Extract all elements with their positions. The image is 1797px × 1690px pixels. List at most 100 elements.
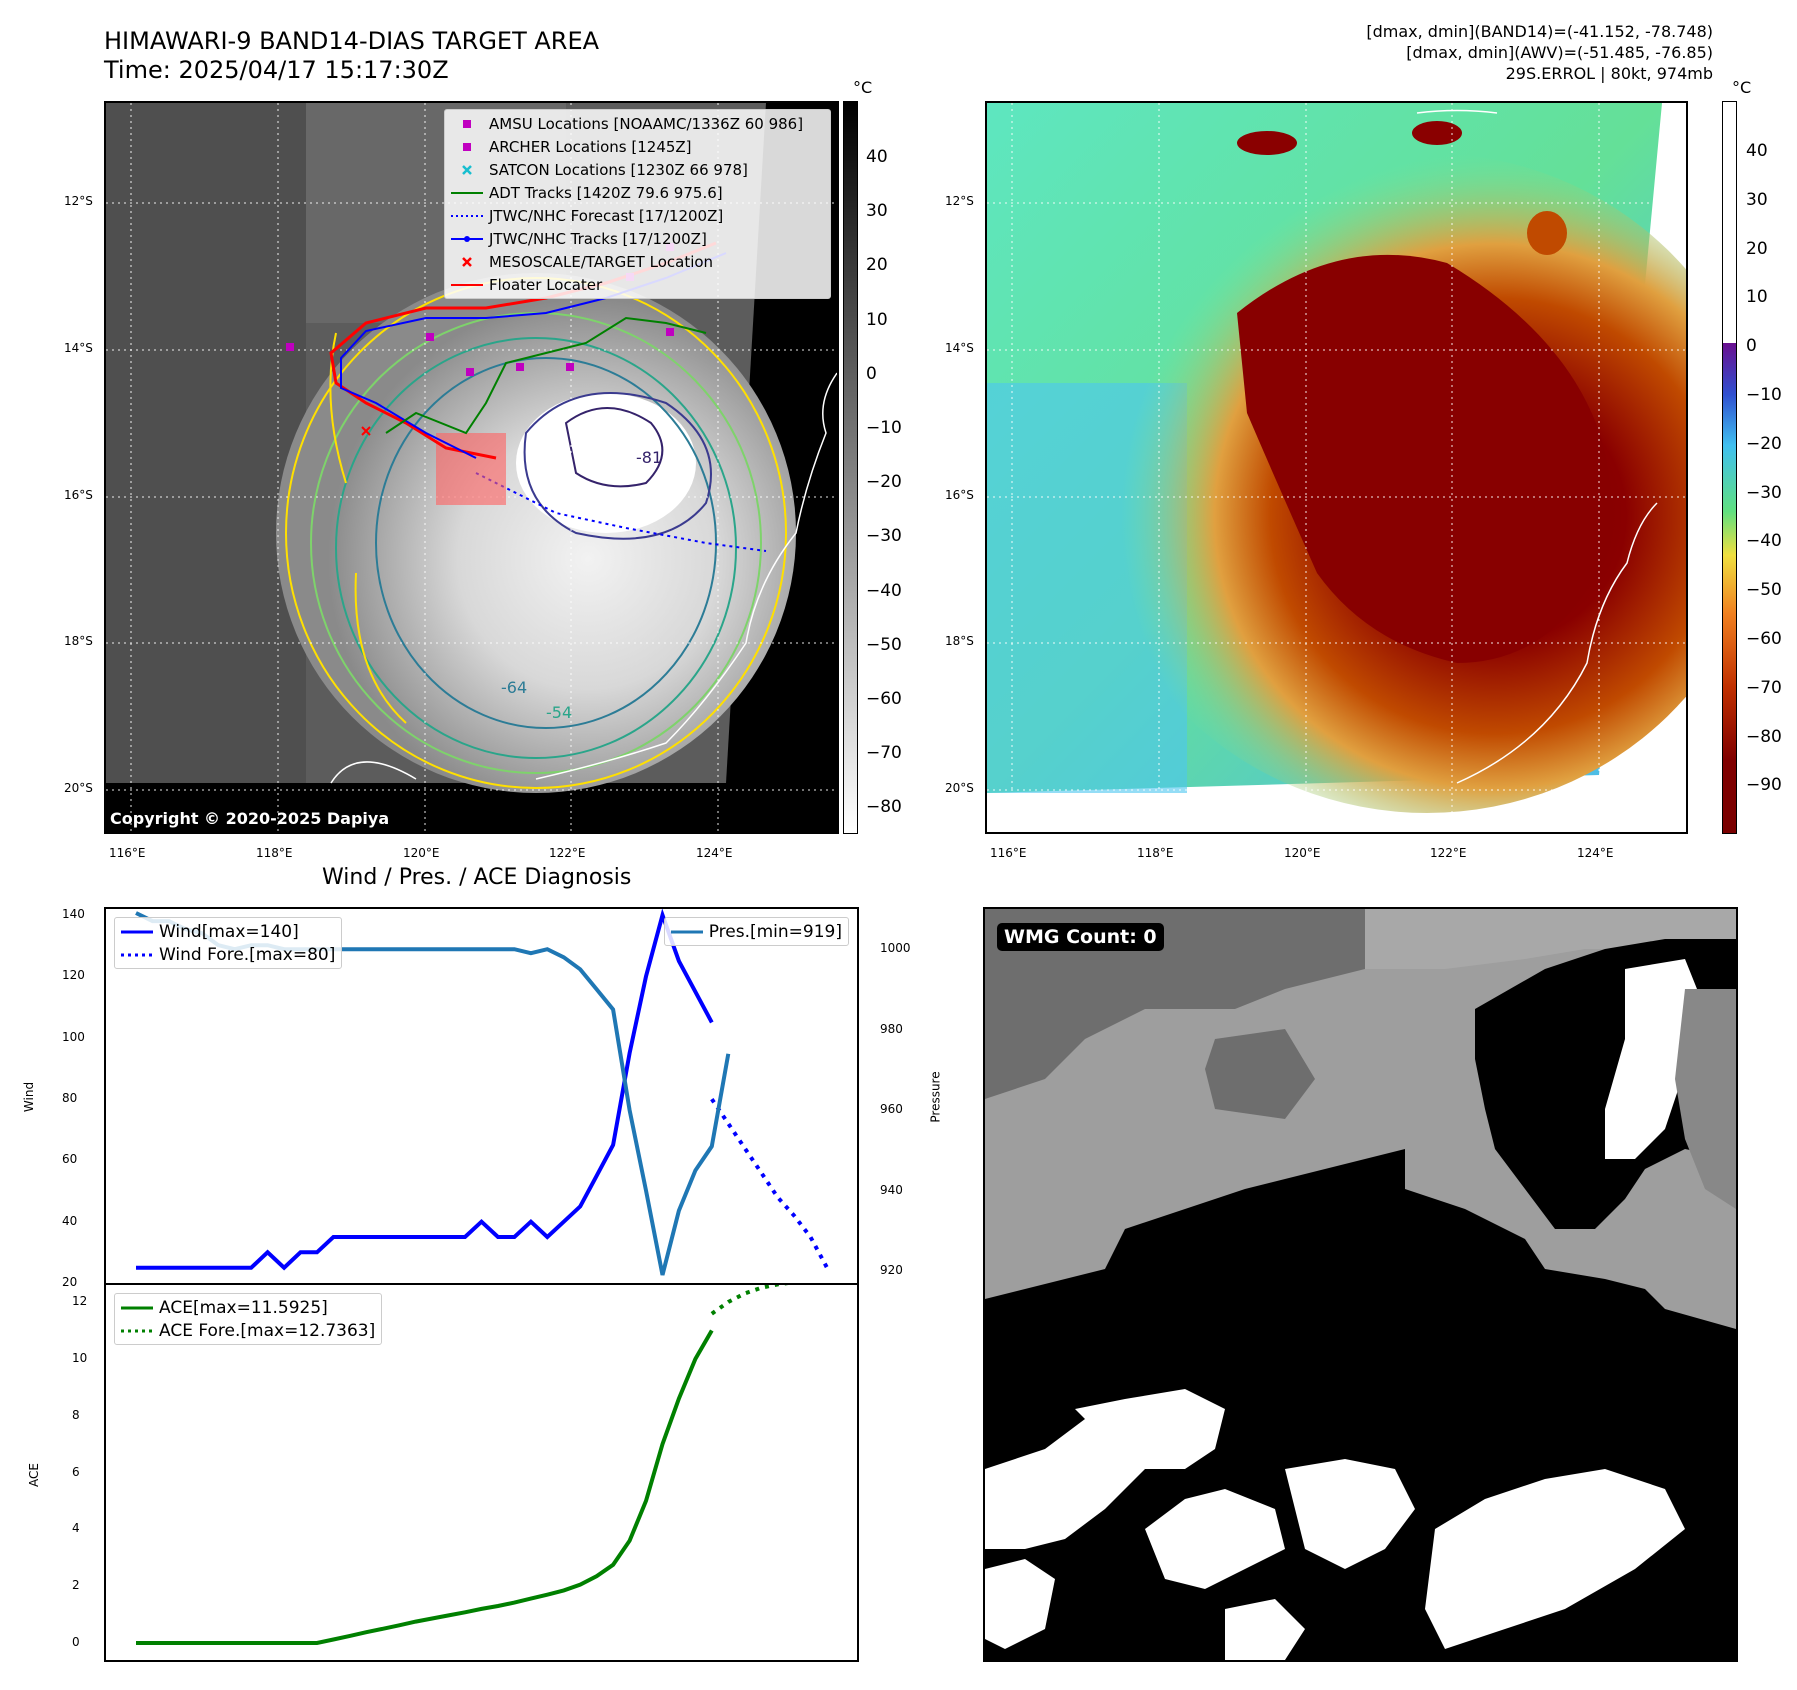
wind-y-tick: 100: [62, 1029, 85, 1044]
ace-forecast-legend-label: ACE Fore.[max=12.7363]: [159, 1320, 376, 1341]
ace-y-tick: 4: [72, 1521, 80, 1536]
colorbar_color-tick: −50: [1746, 580, 1782, 601]
map-legend-item: JTWC/NHC Forecast [17/1200Z]: [445, 204, 830, 227]
colorbar_gray-tick: −10: [866, 418, 902, 438]
colorbar_gray-tick: −70: [866, 743, 902, 764]
legend-symbol-icon: [451, 255, 483, 269]
wind-y-tick: 40: [62, 1213, 78, 1228]
wind-y-tick: 80: [62, 1091, 78, 1106]
series-line: [710, 1097, 829, 1269]
colorbar_color-tick: −70: [1746, 677, 1782, 698]
colorbar_gray-tick: −30: [866, 526, 902, 547]
map-legend-label: SATCON Locations [1230Z 66 978]: [489, 160, 748, 179]
pressure-legend-label: Pres.[min=919]: [708, 921, 842, 942]
color-colorbar-unit: °C: [1732, 78, 1752, 97]
legend-symbol-icon: [451, 140, 483, 154]
ace-y-tick: 8: [72, 1407, 80, 1422]
legend-symbol-icon: [451, 278, 483, 292]
map-legend-item: Floater Locater: [445, 273, 830, 296]
color-ir-image: [987, 103, 1686, 832]
series-line: [136, 909, 714, 1271]
map-legend-label: Floater Locater: [489, 275, 603, 294]
series-line: [710, 1285, 789, 1316]
colorbar_gray-tick: −60: [866, 689, 902, 709]
legend-symbol-icon: [451, 232, 483, 246]
gray-colorbar-unit: °C: [853, 78, 873, 97]
colorbar_gray-tick: 0: [866, 363, 877, 384]
color-map-lon-tick: 116°E: [990, 846, 1027, 860]
colorbar_gray-tick: 10: [866, 309, 888, 330]
ace-y-tick: 10: [72, 1350, 88, 1365]
wind-pres-chart: Wind[max=140] Wind Fore.[max=80] Pres.[m…: [104, 907, 859, 1285]
ace-plot: [136, 1285, 789, 1645]
map-legend-item: MESOSCALE/TARGET Location: [445, 250, 830, 273]
colorbar_color-tick: −40: [1746, 531, 1782, 552]
colorbar_color-tick: 40: [1746, 141, 1768, 161]
map-legend-item: SATCON Locations [1230Z 66 978]: [445, 158, 830, 181]
wind-y-tick: 20: [62, 1275, 78, 1289]
ir-map-lat-tick: 16°S: [64, 488, 93, 502]
contour-label-54: -54: [546, 703, 572, 722]
map-legend-item: ADT Tracks [1420Z 79.6 975.6]: [445, 181, 830, 204]
series-line: [136, 1329, 714, 1645]
ace-chart: ACE[max=11.5925] ACE Fore.[max=12.7363]: [104, 1283, 859, 1662]
map-legend-item: AMSU Locations [NOAAMC/1336Z 60 986]: [445, 112, 830, 135]
colorbar_gray-tick: 30: [866, 201, 888, 222]
contour-label-81: -81: [636, 448, 662, 467]
gray-colorbar: [843, 101, 858, 834]
map-legend-label: JTWC/NHC Forecast [17/1200Z]: [489, 206, 724, 225]
color-map-lon-tick: 118°E: [1137, 846, 1174, 860]
ir-map-lat-tick: 20°S: [64, 781, 93, 795]
header-right-line3: 29S.ERROL | 80kt, 974mb: [1505, 64, 1713, 83]
map-legend-label: ADT Tracks [1420Z 79.6 975.6]: [489, 183, 723, 202]
wind-forecast-legend-label: Wind Fore.[max=80]: [159, 944, 336, 965]
wind-legend-label: Wind[max=140]: [159, 921, 299, 942]
colorbar_color-tick: −80: [1746, 726, 1782, 747]
ace-axis-label: ACE: [26, 1463, 41, 1487]
color-map-lat-tick: 12°S: [945, 194, 974, 208]
wind-y-tick: 120: [62, 968, 85, 983]
map-legend-label: MESOSCALE/TARGET Location: [489, 252, 714, 271]
colorbar_gray-tick: −50: [866, 634, 902, 655]
colorbar_color-tick: −60: [1746, 629, 1782, 649]
color-map-lon-tick: 122°E: [1430, 846, 1467, 860]
pressure-y-tick: 980: [880, 1021, 903, 1036]
legend-symbol-icon: [451, 186, 483, 200]
map-legend-label: ARCHER Locations [1245Z]: [489, 137, 692, 156]
color-ir-panel: [985, 101, 1688, 834]
wind-y-tick: 60: [62, 1152, 78, 1167]
color-map-lon-tick: 124°E: [1577, 846, 1614, 860]
colorbar_color-tick: −20: [1746, 433, 1782, 454]
ir-map-lon-tick: 120°E: [403, 846, 440, 860]
pressure-y-tick: 960: [880, 1102, 903, 1117]
pressure-y-tick: 1000: [880, 941, 911, 956]
ace-legend-label: ACE[max=11.5925]: [159, 1297, 328, 1318]
map-legend-item: ARCHER Locations [1245Z]: [445, 135, 830, 158]
ir-map-lon-tick: 124°E: [696, 846, 733, 860]
ace-y-tick: 2: [72, 1578, 80, 1593]
ir-map-lon-tick: 116°E: [109, 846, 146, 860]
map-legend-label: JTWC/NHC Tracks [17/1200Z]: [489, 229, 707, 248]
pressure-y-tick: 940: [880, 1182, 903, 1197]
wmg-panel: WMG Count: 0: [983, 907, 1738, 1662]
wmg-count-badge: WMG Count: 0: [997, 923, 1164, 951]
map-title-line1: HIMAWARI-9 BAND14-DIAS TARGET AREA: [104, 27, 600, 55]
map-legend: AMSU Locations [NOAAMC/1336Z 60 986] ARCH…: [444, 109, 831, 299]
ace-y-tick: 0: [72, 1634, 80, 1649]
legend-symbol-icon: [451, 117, 483, 131]
colorbar_color-tick: 10: [1746, 287, 1768, 308]
wind-axis-label: Wind: [22, 1081, 37, 1113]
legend-symbol-icon: [451, 163, 483, 177]
color-map-lat-tick: 14°S: [945, 341, 974, 355]
legend-symbol-icon: [451, 209, 483, 223]
colorbar_color-tick: 30: [1746, 189, 1768, 210]
colorbar_gray-tick: −40: [866, 580, 902, 601]
map-title-line2: Time: 2025/04/17 15:17:30Z: [104, 56, 449, 84]
header-right-line1: [dmax, dmin](BAND14)=(-41.152, -78.748): [1366, 22, 1713, 41]
map-legend-item: JTWC/NHC Tracks [17/1200Z]: [445, 227, 830, 250]
colorbar_gray-tick: 40: [866, 147, 888, 167]
colorbar_color-tick: −90: [1746, 775, 1782, 796]
contour-label-64: -64: [501, 678, 527, 697]
color-map-lat-tick: 20°S: [945, 781, 974, 795]
pressure-legend: Pres.[min=919]: [663, 917, 849, 946]
